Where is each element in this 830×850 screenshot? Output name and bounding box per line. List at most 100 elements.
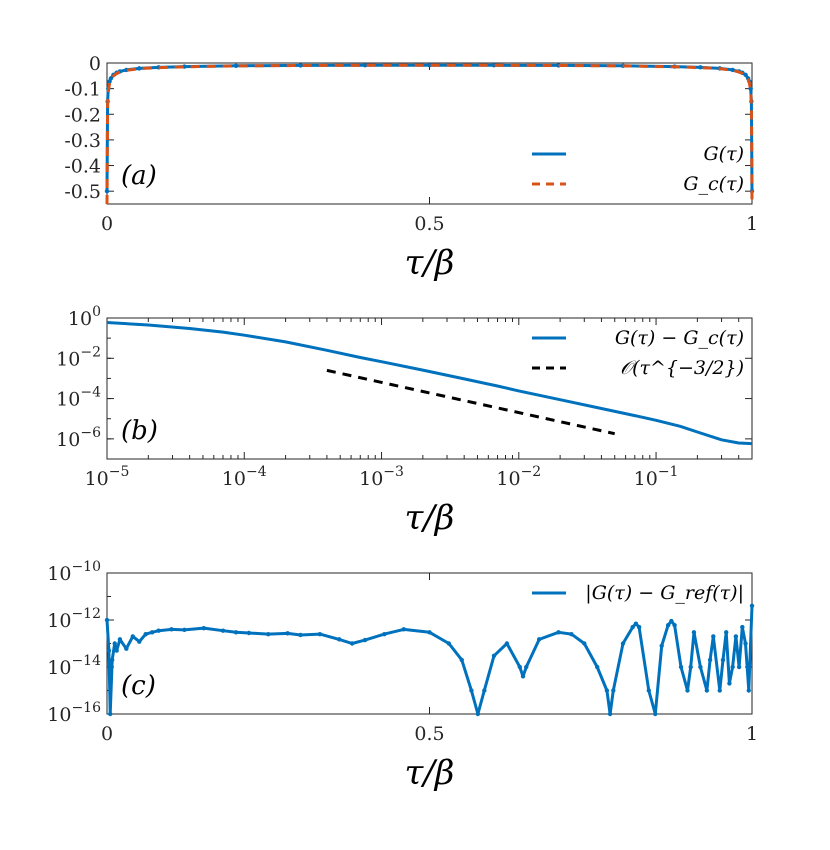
series-1-point [665, 623, 671, 628]
series-1-point [112, 641, 117, 646]
series-1-point [362, 63, 368, 68]
series-1-point [337, 637, 342, 642]
series-1-point [266, 631, 271, 637]
legend-label-1: G(τ) − G_c(τ) [615, 327, 744, 349]
series-1-point [633, 621, 639, 626]
series-1-point [749, 603, 755, 609]
legend-label-2: 𝒪(τ^{−3/2}) [620, 357, 744, 379]
series-1-point [659, 643, 664, 648]
series-1-point [106, 648, 112, 653]
axes-box [106, 62, 753, 205]
series-1-point [362, 637, 368, 643]
legend: G(τ) G_c(τ) [532, 143, 744, 195]
series-1-point [595, 664, 600, 670]
series-1-point [130, 634, 135, 639]
series-1-point [201, 625, 206, 631]
series-1-point [733, 634, 739, 639]
series-1-point [604, 688, 610, 693]
series-1-point [137, 66, 142, 71]
axes-box [106, 317, 753, 460]
legend-label-1: G(τ) [703, 143, 744, 165]
y-tick-label: 10−16 [47, 700, 101, 726]
series-1-point [349, 641, 355, 646]
y-tick-label: 10−10 [47, 559, 101, 585]
series-1-point [536, 637, 542, 642]
y-tick-label: -0.3 [64, 130, 101, 152]
series-1-point [711, 634, 716, 639]
panel-label: (a) [121, 161, 157, 191]
series-1-point [582, 641, 587, 646]
series-1-point [114, 648, 119, 653]
series-1-point [143, 631, 148, 637]
series-1-point [636, 624, 642, 630]
series-1-point [317, 631, 323, 637]
series-1-point [233, 630, 239, 635]
x-axis-label: τ/β [405, 498, 455, 538]
series-1-point [520, 674, 526, 679]
series-line-1 [105, 63, 754, 192]
y-tick-label: 10−6 [56, 425, 101, 451]
series-1-point [104, 188, 110, 194]
series-1-point [246, 630, 252, 636]
series-1-point [630, 624, 635, 630]
y-tick-label: 10−4 [56, 385, 101, 411]
series-1-point [720, 657, 726, 663]
chart-panel-1: 0 0.5 1 0 -0.1 -0.2 -0.3 -0.4 -0.5 G(τ) G_c(τ) (a) τ… [64, 53, 758, 283]
x-tick-label: 0.5 [414, 213, 444, 235]
series-1-point [730, 664, 735, 670]
y-tick-label: -0.5 [64, 181, 101, 203]
series-1-point [517, 664, 522, 670]
series-1-point [475, 711, 481, 717]
series-1-point [285, 631, 290, 636]
panel-label: (b) [121, 416, 158, 446]
legend: G(τ) − G_c(τ) 𝒪(τ^{−3/2}) [532, 327, 744, 379]
series-line-2 [326, 368, 616, 436]
panel-label: (c) [121, 671, 156, 701]
series-1-point [556, 630, 561, 635]
y-tick-label: 10−12 [47, 606, 101, 632]
series-1-point [653, 711, 658, 717]
x-tick-label: 10−2 [496, 464, 541, 490]
y-tick-label: -0.4 [64, 156, 101, 178]
series-1-point [482, 688, 487, 693]
series-1-point [691, 630, 697, 635]
series-1-point [469, 688, 474, 693]
chart-panel-2: 10−5 10−4 10−3 10−2 10−1 100 10−2 10−4 10−6 G(τ) … [56, 304, 753, 538]
x-tick-label: 10−4 [222, 464, 267, 490]
y-tick-label: -0.2 [64, 104, 101, 126]
series-1-point [149, 630, 155, 635]
chart-panel-3: 0 0.5 1 10−10 10−12 10−14 10−16 |G(τ) − G_ref(τ… [47, 559, 758, 793]
series-1-point [108, 76, 114, 81]
series-line-1 [106, 321, 753, 446]
series-1-point [685, 688, 690, 693]
y-tick-label: 10−2 [56, 344, 101, 370]
y-tick-label: -0.1 [64, 79, 101, 101]
series-1-point [620, 641, 626, 646]
series-1-point [698, 65, 703, 70]
x-tick-label: 10−5 [85, 464, 130, 490]
y-tick-label: 0 [89, 53, 101, 75]
series-1-point [524, 664, 529, 670]
x-tick-label: 0.5 [414, 723, 444, 745]
x-tick-label: 0 [101, 723, 113, 745]
series-1-point [459, 657, 464, 663]
series-1-point [124, 646, 129, 651]
y-tick-label: 10−14 [47, 653, 101, 679]
series-1-point [646, 688, 651, 693]
series-1-point [672, 623, 677, 628]
series-1-point [607, 711, 613, 717]
series-1-point [182, 627, 187, 633]
x-tick-label: 1 [746, 213, 758, 235]
series-1-point [736, 664, 742, 670]
series-1-point [743, 72, 748, 77]
series-1-point [233, 63, 239, 69]
series-1-point [748, 86, 753, 91]
x-tick-label: 10−3 [359, 464, 404, 490]
legend-label-1: |G(τ) − G_ref(τ)| [585, 582, 744, 604]
series-1-point [401, 627, 406, 632]
series-1-point [743, 641, 748, 646]
series-1-point [108, 711, 113, 717]
legend: |G(τ) − G_ref(τ)| [532, 582, 744, 604]
series-1-point [109, 657, 115, 663]
y-tick-label: 100 [68, 304, 101, 330]
